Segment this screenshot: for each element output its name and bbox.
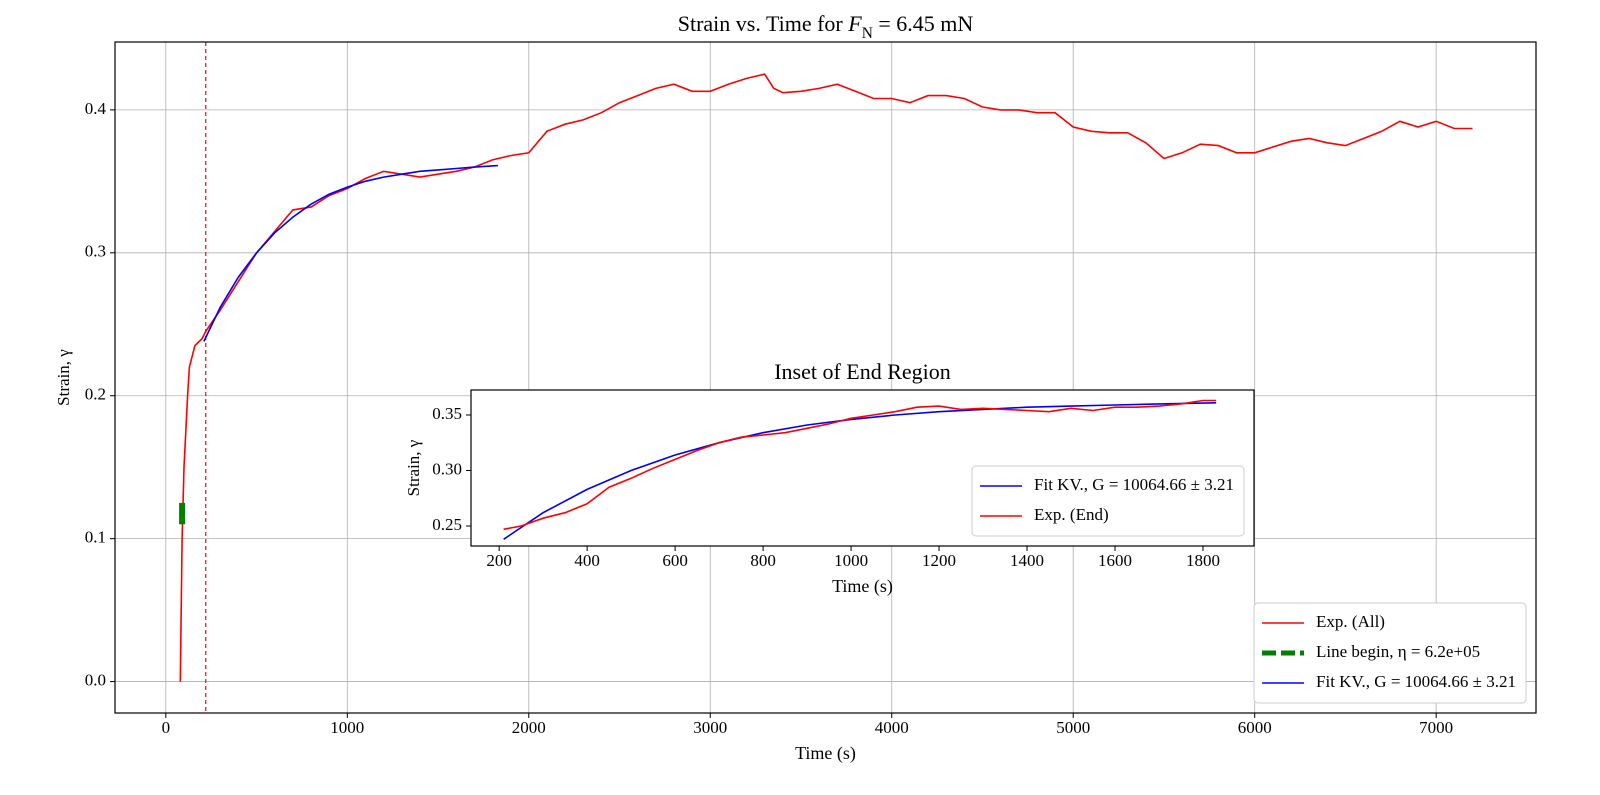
legend: Exp. (All) Line begin, η = 6.2e+05 Fit KV.… — [1253, 602, 1527, 704]
x-tick-label: 1000 — [330, 718, 364, 737]
data-line — [503, 402, 1217, 540]
x-tick-label: 0 — [162, 718, 171, 737]
x-tick-label: 1800 — [1186, 551, 1220, 570]
x-tick-label: 1400 — [1010, 551, 1044, 570]
x-tick-label: 5000 — [1056, 718, 1090, 737]
plot-frame — [470, 389, 1255, 547]
title-part: Strain vs. Time for — [678, 11, 849, 36]
x-tick-label: 400 — [574, 551, 600, 570]
y-tick-label: 0.1 — [85, 528, 106, 547]
legend-label: Fit KV., G = 10064.66 ± 3.21 — [1316, 672, 1516, 691]
data-line — [179, 73, 1473, 682]
legend-label: Fit KV., G = 10064.66 ± 3.21 — [1034, 475, 1234, 494]
x-tick-label: 4000 — [875, 718, 909, 737]
legend-frame — [971, 465, 1245, 537]
y-tick-label: 0.4 — [85, 99, 107, 118]
legend: Fit KV., G = 10064.66 ± 3.21 Exp. (End) — [971, 465, 1245, 537]
plot-frame — [114, 41, 1537, 714]
x-tick-label: 800 — [750, 551, 776, 570]
x-tick-label: 3000 — [693, 718, 727, 737]
data-line — [203, 164, 498, 342]
y-axis-label: Strain, γ — [404, 439, 423, 496]
legend-label: Line begin, η = 6.2e+05 — [1316, 642, 1480, 661]
chart: 200 400 600 800 1000 1200 1400 1600 1800 0.25 0.30… — [404, 359, 1255, 597]
y-tick-label: 0.30 — [432, 459, 462, 478]
legend-label: Exp. (All) — [1316, 612, 1385, 631]
x-axis-label: Time (s) — [832, 576, 893, 597]
legend-label: Exp. (End) — [1034, 505, 1109, 524]
x-tick-label: 1600 — [1098, 551, 1132, 570]
legend-frame — [1253, 602, 1527, 704]
plot-area — [115, 42, 1536, 713]
title-part: = 6.45 mN — [873, 11, 974, 36]
chart-title: Strain vs. Time for FN = 6.45 mN — [678, 11, 974, 42]
x-tick-label: 2000 — [512, 718, 546, 737]
y-tick-label: 0.35 — [432, 404, 462, 423]
y-tick-label: 0.2 — [85, 385, 106, 404]
y-tick-label: 0.0 — [85, 670, 106, 689]
data-line — [503, 399, 1217, 531]
y-axis-label: Strain, γ — [54, 349, 73, 406]
title-part: F — [847, 11, 862, 36]
x-tick-label: 7000 — [1419, 718, 1453, 737]
title-part: N — [862, 25, 873, 42]
x-axis-label: Time (s) — [795, 743, 856, 764]
x-tick-label: 600 — [662, 551, 688, 570]
y-tick-label: 0.3 — [85, 242, 106, 261]
x-tick-label: 6000 — [1238, 718, 1272, 737]
y-tick-label: 0.25 — [432, 515, 462, 534]
x-tick-label: 200 — [486, 551, 512, 570]
x-tick-label: 1000 — [834, 551, 868, 570]
x-tick-label: 1200 — [922, 551, 956, 570]
chart-title: Inset of End Region — [774, 359, 951, 384]
chart: 0 1000 2000 3000 4000 5000 6000 7000 0.0 0.1 0.2 0.… — [54, 11, 1537, 764]
